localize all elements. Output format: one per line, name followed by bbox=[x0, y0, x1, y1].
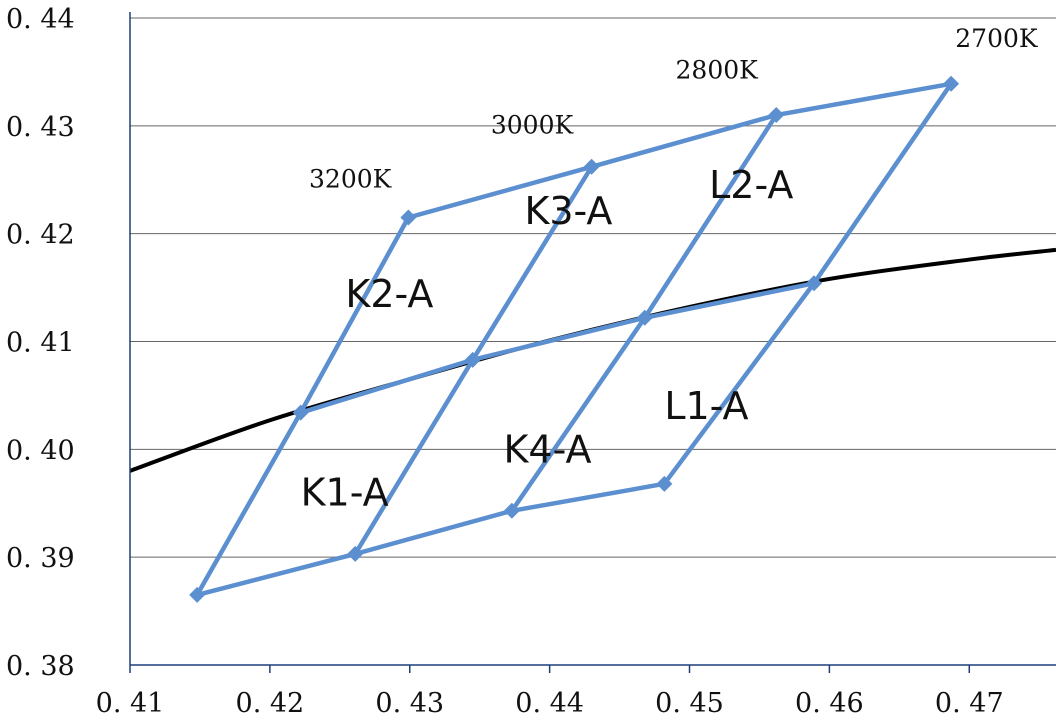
y-tick-label: 0. 40 bbox=[6, 435, 75, 466]
chart-labels: 0. 38 0. 39 0. 40 0. 41 0. 42 0. 43 0. 44 0. 41… bbox=[6, 4, 1039, 719]
y-tick-label: 0. 43 bbox=[6, 112, 75, 143]
bin-vertex-marker bbox=[806, 275, 823, 292]
bin-vertex-marker bbox=[347, 545, 364, 562]
bin-label: L1-A bbox=[664, 384, 748, 428]
y-tick-label: 0. 38 bbox=[6, 651, 75, 682]
y-tick-label: 0. 44 bbox=[6, 4, 75, 35]
cct-label: 3200K bbox=[309, 164, 393, 193]
bin-boundary-row bbox=[196, 481, 665, 598]
y-tick-label: 0. 42 bbox=[6, 220, 75, 251]
cct-label: 3000K bbox=[491, 110, 575, 139]
x-tick-label: 0. 43 bbox=[375, 688, 444, 719]
x-tick-label: 0. 42 bbox=[236, 688, 305, 719]
cct-label: 2800K bbox=[676, 55, 760, 84]
bin-label: L2-A bbox=[709, 163, 793, 207]
bin-boundary-row bbox=[407, 81, 952, 220]
axes bbox=[129, 12, 1056, 673]
blackbody-locus-curve bbox=[129, 247, 1056, 473]
bin-vertex-marker bbox=[400, 209, 417, 226]
bin-vertex-marker bbox=[503, 502, 520, 519]
x-tick-label: 0. 46 bbox=[795, 688, 864, 719]
bin-label: K4-A bbox=[503, 427, 591, 471]
bin-vertex-marker bbox=[583, 158, 600, 175]
bin-label: K1-A bbox=[301, 470, 389, 514]
bin-vertex-marker bbox=[189, 586, 206, 603]
y-tick-label: 0. 39 bbox=[6, 543, 75, 574]
x-tick-label: 0. 45 bbox=[655, 688, 724, 719]
x-tick-label: 0. 47 bbox=[935, 688, 1004, 719]
x-tick-label: 0. 44 bbox=[515, 688, 584, 719]
bin-vertex-marker bbox=[768, 107, 785, 124]
gridlines bbox=[130, 17, 1056, 558]
bin-label: K2-A bbox=[345, 272, 433, 316]
bin-vertex-marker bbox=[636, 309, 653, 326]
bin-vertex-marker bbox=[292, 404, 309, 421]
cct-label: 2700K bbox=[955, 24, 1039, 53]
bin-label: K3-A bbox=[524, 189, 612, 233]
x-tick-label: 0. 41 bbox=[96, 688, 165, 719]
bin-boundary-row bbox=[299, 281, 815, 415]
bin-vertex-marker bbox=[656, 475, 673, 492]
bin-vertex-marker bbox=[943, 75, 960, 92]
blackbody-locus bbox=[129, 247, 1056, 473]
y-tick-label: 0. 41 bbox=[6, 328, 75, 359]
cct-bins bbox=[189, 75, 960, 603]
bin-vertex-marker bbox=[464, 351, 481, 368]
